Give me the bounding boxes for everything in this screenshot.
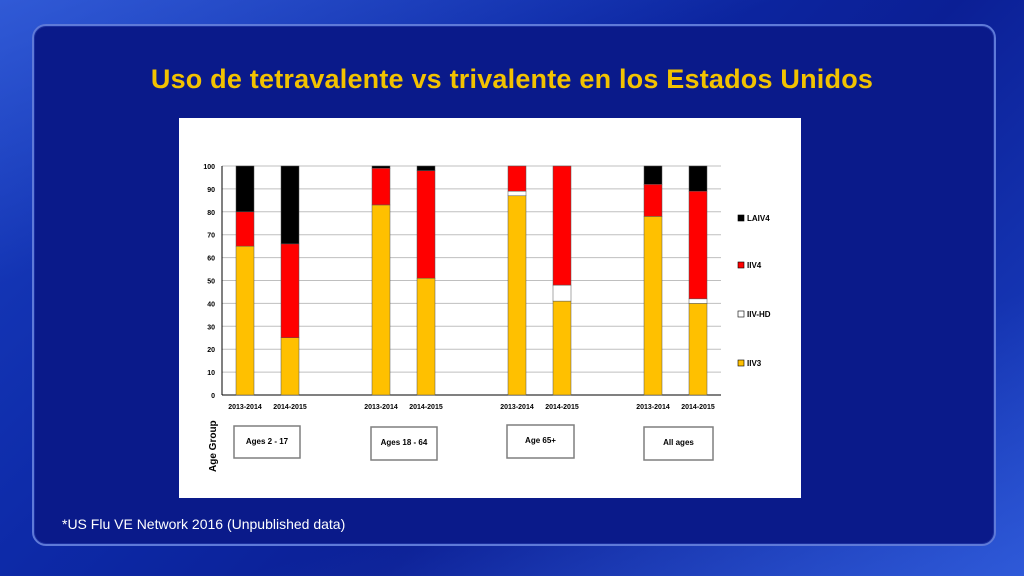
group-box <box>233 425 301 459</box>
bar-segment-laiv4 <box>280 165 300 245</box>
bar-segment-laiv4 <box>235 165 255 213</box>
group-box <box>506 424 575 459</box>
legend-label: IIV4 <box>747 261 762 270</box>
y-tick-label: 30 <box>207 324 215 331</box>
bar-segment-iiv4 <box>688 190 708 300</box>
chart-container: 0 10 20 30 40 50 60 70 80 90 100 2013-2014 2014-201… <box>179 118 801 498</box>
group-label: Ages 18 - 64 <box>381 438 428 447</box>
bar-segment-laiv4 <box>416 165 436 171</box>
x-axis-label: Age Group <box>208 420 219 472</box>
y-tick-label: 10 <box>207 370 215 377</box>
group-label: All ages <box>663 438 694 447</box>
bar-segment-iiv3 <box>235 245 255 396</box>
group-box <box>370 426 438 461</box>
x-tick-label: 2013-2014 <box>636 404 670 411</box>
bar-segment-iiv3 <box>552 300 572 396</box>
bar-segment-iiv4 <box>280 243 300 338</box>
bar-segment-iiv3 <box>416 277 436 396</box>
footnote: *US Flu VE Network 2016 (Unpublished dat… <box>62 516 346 532</box>
x-tick-label: 2014-2015 <box>273 404 307 411</box>
bar-segment-laiv4 <box>643 165 663 185</box>
legend-label: LAIV4 <box>747 214 770 223</box>
y-tick-label: 100 <box>203 164 215 171</box>
bar-segment-laiv4 <box>688 165 708 192</box>
y-tick-label: 80 <box>207 210 215 217</box>
y-tick-label: 20 <box>207 347 215 354</box>
bar-segment-iiv4 <box>416 170 436 279</box>
y-tick-label: 90 <box>207 187 215 194</box>
y-tick-label: 40 <box>207 301 215 308</box>
bar-segment-iiv4 <box>643 184 663 217</box>
legend-swatch <box>737 261 745 269</box>
group-box <box>643 426 714 461</box>
bar-segment-iiv3 <box>643 216 663 396</box>
group-label: Ages 2 - 17 <box>246 437 289 446</box>
legend-label: IIV3 <box>747 359 762 368</box>
x-tick-label: 2013-2014 <box>228 404 262 411</box>
group-label: Age 65+ <box>525 436 556 445</box>
x-tick-label: 2014-2015 <box>681 404 715 411</box>
bar-segment-iiv3 <box>688 303 708 396</box>
bar-segment-iiv3 <box>371 204 391 396</box>
bar-segment-iiv4 <box>371 168 391 206</box>
bar-segment-iiv4 <box>552 165 572 286</box>
bar-segment-iiv4 <box>507 165 527 192</box>
bar-segment-iiv-hd <box>688 298 708 304</box>
legend-swatch <box>737 359 745 367</box>
y-tick-label: 60 <box>207 256 215 263</box>
bar-segment-iiv-hd <box>507 190 527 197</box>
legend-label: IIV-HD <box>747 310 771 319</box>
y-tick-label: 0 <box>211 393 215 400</box>
x-tick-label: 2013-2014 <box>500 404 534 411</box>
bar-segment-iiv-hd <box>552 284 572 302</box>
bar-segment-iiv3 <box>280 337 300 396</box>
x-tick-label: 2014-2015 <box>409 404 443 411</box>
legend-swatch <box>737 310 745 318</box>
legend-swatch <box>737 214 745 222</box>
y-tick-label: 50 <box>207 279 215 286</box>
x-tick-label: 2013-2014 <box>364 404 398 411</box>
y-tick-label: 70 <box>207 233 215 240</box>
x-tick-label: 2014-2015 <box>545 404 579 411</box>
bar-segment-laiv4 <box>371 165 391 169</box>
slide-title: Uso de tetravalente vs trivalente en los… <box>150 64 874 94</box>
stacked-bar-chart: 0 10 20 30 40 50 60 70 80 90 100 2013-2014 2014-201… <box>203 164 771 472</box>
bar-segment-iiv3 <box>507 195 527 396</box>
bar-segment-iiv4 <box>235 211 255 247</box>
